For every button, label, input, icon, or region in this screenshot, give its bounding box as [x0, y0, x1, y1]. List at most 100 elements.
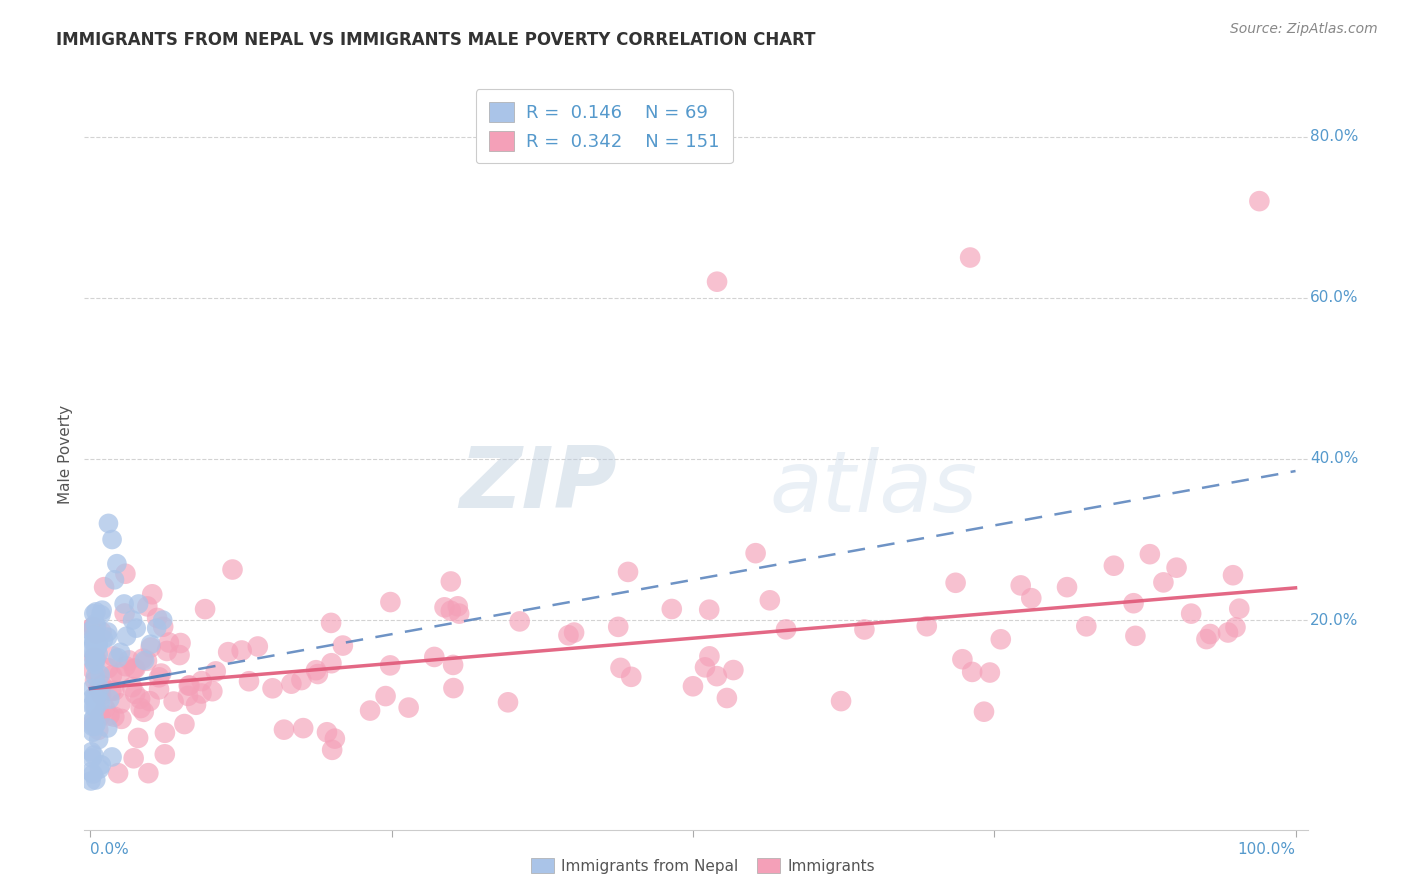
Point [84, 616, 107, 631]
Point [121, 613, 143, 627]
Point [915, 619, 938, 633]
Point [979, 665, 1001, 680]
Point [87, 723, 110, 737]
Text: ZIP: ZIP [458, 443, 616, 526]
Point [122, 751, 145, 765]
Point [89, 762, 111, 776]
Point [744, 546, 766, 560]
Point [82, 725, 104, 739]
Point [83, 632, 105, 647]
Text: IMMIGRANTS FROM NEPAL VS IMMIGRANTS MALE POVERTY CORRELATION CHART: IMMIGRANTS FROM NEPAL VS IMMIGRANTS MALE… [56, 31, 815, 49]
Point [103, 710, 125, 724]
Point [80, 745, 103, 759]
Point [103, 683, 125, 698]
Point [100, 684, 122, 698]
Point [125, 621, 148, 635]
Point [91, 603, 114, 617]
Point [433, 600, 456, 615]
Point [97, 516, 120, 531]
Point [238, 674, 260, 689]
Point [80, 774, 103, 789]
Point [90, 678, 112, 692]
Point [128, 597, 150, 611]
Point [945, 575, 967, 590]
Point [89, 681, 111, 696]
Point [1102, 558, 1125, 573]
Point [184, 698, 207, 712]
Point [84, 700, 107, 714]
Point [156, 644, 179, 658]
Point [87, 647, 110, 661]
Point [290, 673, 312, 687]
Point [115, 629, 138, 643]
Text: atlas: atlas [769, 447, 977, 530]
Point [1010, 578, 1032, 592]
Point [1195, 632, 1218, 646]
Point [90, 625, 112, 640]
Point [1180, 607, 1202, 621]
Point [323, 731, 346, 746]
Point [661, 602, 683, 616]
Point [84, 669, 107, 683]
Point [83, 699, 105, 714]
Point [129, 691, 152, 706]
Point [374, 689, 396, 703]
Text: Source: ZipAtlas.com: Source: ZipAtlas.com [1230, 22, 1378, 37]
Point [190, 674, 212, 689]
Point [86, 688, 108, 702]
Point [101, 533, 124, 547]
Point [97, 661, 120, 675]
Point [114, 607, 136, 621]
Point [138, 694, 160, 708]
Point [441, 657, 464, 672]
Point [617, 565, 640, 579]
Point [1076, 619, 1098, 633]
Point [89, 695, 111, 709]
Text: 40.0%: 40.0% [1310, 451, 1358, 467]
Point [162, 694, 184, 708]
Legend: R =  0.146    N = 69, R =  0.342    N = 151: R = 0.146 N = 69, R = 0.342 N = 151 [475, 89, 733, 163]
Point [90, 757, 112, 772]
Point [607, 620, 630, 634]
Point [316, 725, 339, 739]
Point [110, 645, 132, 659]
Point [1249, 194, 1271, 208]
Point [82, 719, 104, 733]
Point [307, 667, 329, 681]
Point [830, 694, 852, 708]
Point [716, 691, 738, 706]
Point [84, 692, 107, 706]
Point [699, 649, 721, 664]
Y-axis label: Male Poverty: Male Poverty [58, 405, 73, 505]
Point [83, 636, 105, 650]
Point [153, 747, 176, 762]
Point [960, 665, 983, 679]
Point [87, 681, 110, 696]
Point [93, 632, 115, 647]
Point [82, 690, 104, 705]
Point [332, 639, 354, 653]
Point [97, 625, 120, 640]
Point [449, 607, 471, 621]
Point [177, 689, 200, 703]
Point [105, 557, 128, 571]
Point [98, 708, 121, 723]
Point [83, 607, 105, 621]
Point [262, 681, 284, 696]
Point [80, 681, 103, 696]
Point [959, 251, 981, 265]
Point [1152, 575, 1174, 590]
Point [86, 640, 108, 654]
Point [114, 659, 136, 673]
Point [1222, 568, 1244, 582]
Point [82, 715, 104, 730]
Point [97, 721, 120, 735]
Point [82, 751, 104, 765]
Point [83, 629, 105, 643]
Point [423, 649, 446, 664]
Point [118, 653, 141, 667]
Point [141, 587, 163, 601]
Point [1056, 580, 1078, 594]
Point [129, 701, 152, 715]
Point [84, 653, 107, 667]
